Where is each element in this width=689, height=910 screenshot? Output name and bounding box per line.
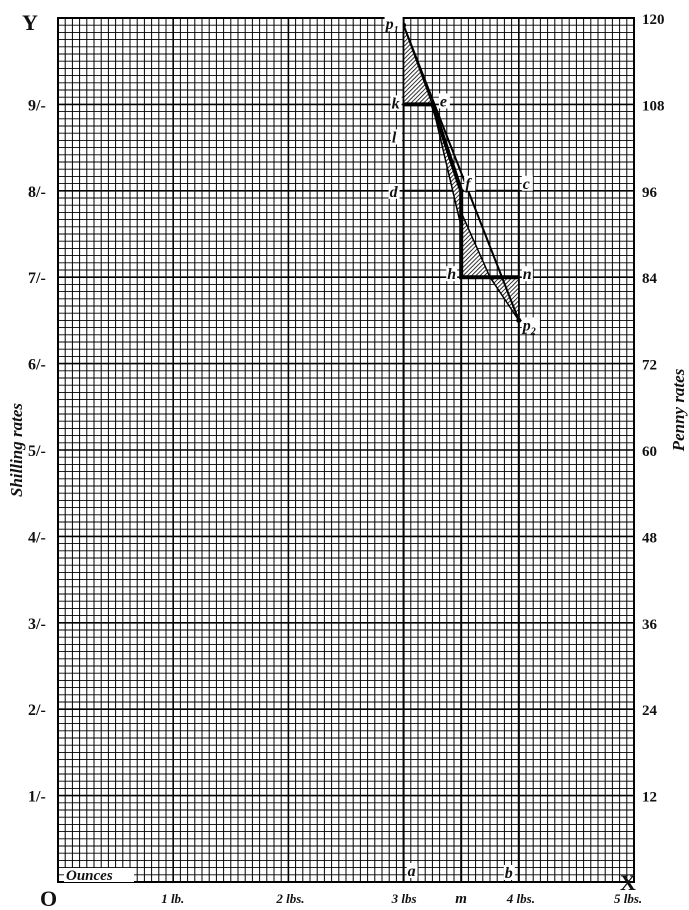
- point-label: b: [505, 865, 513, 882]
- right-tick-label: 84: [642, 271, 658, 287]
- right-tick-label: 48: [642, 530, 657, 546]
- x-tick-label: 3 lbs: [391, 891, 417, 906]
- right-tick-label: 60: [642, 444, 657, 460]
- point-label-bg: [390, 129, 402, 145]
- series-point: [516, 317, 522, 323]
- left-tick-label: 2/-: [28, 702, 46, 719]
- series-line: [402, 24, 520, 321]
- right-tick-label: 24: [642, 703, 658, 719]
- x-tick-label: 4 lbs.: [506, 891, 535, 906]
- x-tick-label: 1 lb.: [161, 891, 184, 906]
- point-label-bg: [390, 95, 402, 111]
- left-tick-label: 9/-: [28, 97, 46, 114]
- left-tick-label: 4/-: [28, 529, 46, 546]
- point-label: n: [523, 266, 532, 283]
- point-label: k: [392, 95, 400, 112]
- right-tick-label: 72: [642, 358, 657, 374]
- left-tick-label: 7/-: [28, 270, 46, 287]
- right-tick-label: 96: [642, 185, 658, 201]
- right-tick-label: 120: [642, 12, 665, 28]
- axis-letter-origin: O: [40, 886, 57, 910]
- point-label: l: [392, 129, 397, 146]
- left-tick-label: 1/-: [28, 789, 46, 806]
- point-label: a: [408, 863, 416, 880]
- left-tick-label: 6/-: [28, 357, 46, 374]
- point-label: c: [523, 176, 530, 193]
- left-tick-label: 3/-: [28, 616, 46, 633]
- ounces-label: Ounces: [66, 868, 113, 884]
- grid: [57, 17, 635, 883]
- ounces-label-bg: [64, 868, 134, 882]
- right-tick-label: 108: [642, 98, 665, 114]
- x-extra-label: m: [455, 891, 467, 907]
- left-tick-label: 5/-: [28, 443, 46, 460]
- axis-letter-y: Y: [22, 10, 38, 35]
- point-label-bg: [446, 266, 458, 282]
- point-label: e: [440, 93, 447, 110]
- point-label-bg: [406, 863, 418, 878]
- point-label-bg: [388, 183, 400, 199]
- point-label-bg: [521, 266, 533, 282]
- point-label-bg: [464, 175, 476, 191]
- point-label-bg: [503, 865, 515, 880]
- point-label: h: [447, 266, 456, 283]
- right-tick-label: 36: [642, 617, 658, 633]
- right-tick-label: 12: [642, 790, 657, 806]
- point-label: d: [390, 184, 399, 201]
- labels: Y O X Ounces 1 lb. 2 lbs. 3 lbs 4 lbs. 5 lbs. m 1/…: [7, 10, 688, 910]
- point-label: f: [465, 176, 472, 193]
- x-tick-label: 2 lbs.: [275, 891, 304, 906]
- left-tick-label: 8/-: [28, 184, 46, 201]
- point-label-bg: [384, 16, 403, 32]
- left-axis-title: Shilling rates: [7, 403, 26, 497]
- step-line: [403, 102, 519, 280]
- x-tick-label: 5 lbs.: [614, 891, 642, 906]
- right-axis-title: Penny rates: [669, 368, 688, 452]
- point-label-bg: [438, 93, 450, 109]
- point-label-bg: [521, 175, 533, 191]
- axis-letter-x: X: [620, 870, 636, 895]
- point-label-bg: [521, 317, 540, 333]
